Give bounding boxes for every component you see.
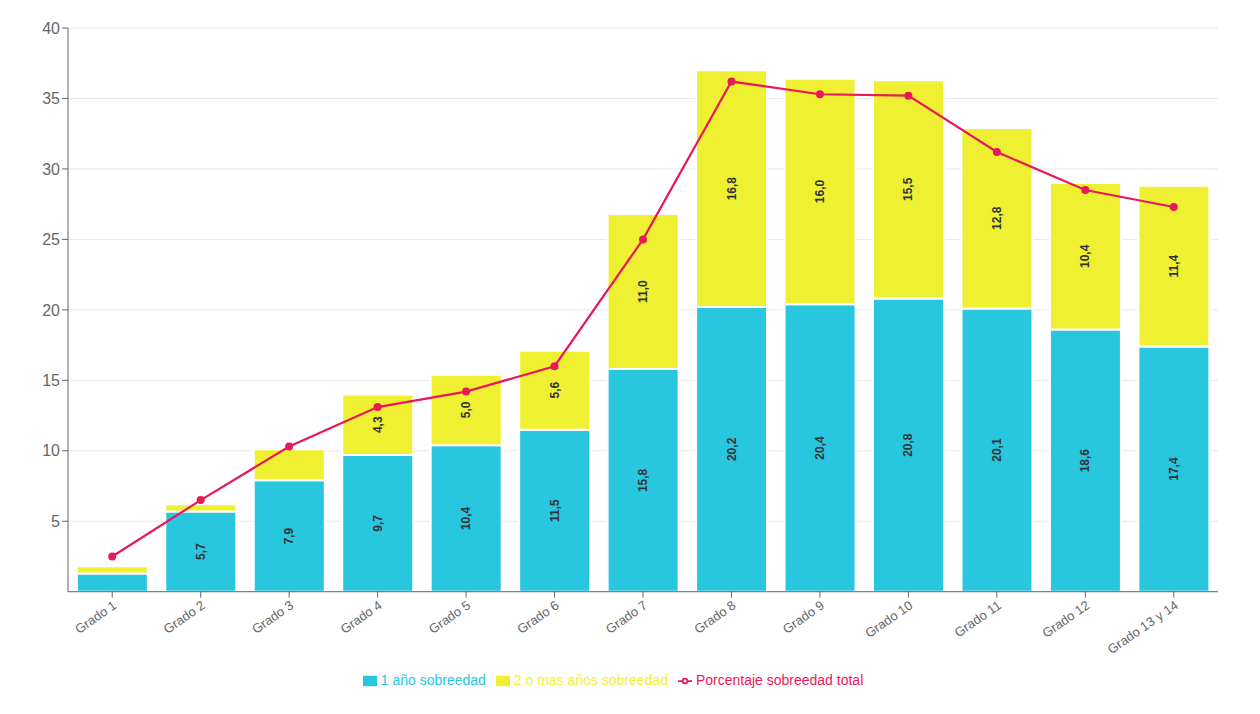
svg-text:9,7: 9,7 — [371, 515, 385, 532]
svg-text:5,0: 5,0 — [459, 401, 473, 418]
svg-text:12,8: 12,8 — [990, 206, 1004, 230]
svg-text:40: 40 — [42, 20, 60, 37]
svg-text:18,6: 18,6 — [1078, 449, 1092, 473]
svg-text:25: 25 — [42, 231, 60, 248]
svg-text:Grado 13 y 14: Grado 13 y 14 — [1105, 597, 1181, 657]
html-text:2 o mas años sobreedad: 2 o mas años sobreedad — [513, 671, 668, 688]
svg-text:7,9: 7,9 — [282, 527, 296, 544]
svg-text:Grado 8: Grado 8 — [691, 597, 738, 636]
html-text:1 año sobreedad: 1 año sobreedad — [380, 671, 486, 688]
svg-text:Grado 1: Grado 1 — [72, 597, 119, 636]
svg-text:10,4: 10,4 — [1078, 244, 1092, 268]
svg-text:15,8: 15,8 — [636, 468, 650, 492]
svg-text:16,8: 16,8 — [725, 177, 739, 201]
svg-text:Grado 5: Grado 5 — [426, 597, 473, 636]
svg-text:30: 30 — [42, 161, 60, 178]
svg-text:11,5: 11,5 — [548, 499, 562, 522]
svg-text:20,1: 20,1 — [990, 438, 1004, 462]
svg-text:20,4: 20,4 — [813, 436, 827, 460]
html-text:Porcentaje sobreedad total: Porcentaje sobreedad total — [695, 671, 864, 688]
svg-text:10,4: 10,4 — [459, 506, 473, 530]
svg-text:5,6: 5,6 — [548, 382, 562, 399]
svg-text:Grado 11: Grado 11 — [952, 597, 1004, 640]
svg-text:Grado 4: Grado 4 — [338, 597, 385, 636]
svg-text:15: 15 — [42, 372, 60, 389]
svg-text:11,0: 11,0 — [636, 280, 650, 303]
svg-text:Grado 10: Grado 10 — [862, 597, 915, 640]
svg-text:Grado 3: Grado 3 — [249, 597, 296, 636]
svg-text:Grado 6: Grado 6 — [514, 597, 561, 636]
svg-text:20: 20 — [42, 302, 60, 319]
svg-text:Grado 9: Grado 9 — [780, 597, 827, 636]
svg-text:20,2: 20,2 — [725, 437, 739, 461]
svg-text:35: 35 — [42, 90, 60, 107]
svg-text:Grado 2: Grado 2 — [161, 597, 208, 636]
svg-text:16,0: 16,0 — [813, 179, 827, 203]
svg-text:4,3: 4,3 — [371, 416, 385, 433]
svg-text:5: 5 — [51, 513, 60, 530]
svg-text:17,4: 17,4 — [1167, 457, 1181, 481]
svg-text:5,7: 5,7 — [194, 543, 208, 560]
svg-text:Grado 7: Grado 7 — [603, 597, 650, 636]
svg-text:20,8: 20,8 — [902, 433, 916, 457]
svg-text:15,5: 15,5 — [902, 177, 916, 201]
svg-text:10: 10 — [42, 442, 60, 459]
svg-text:Grado 12: Grado 12 — [1039, 597, 1092, 640]
svg-text:11,4: 11,4 — [1167, 254, 1181, 277]
